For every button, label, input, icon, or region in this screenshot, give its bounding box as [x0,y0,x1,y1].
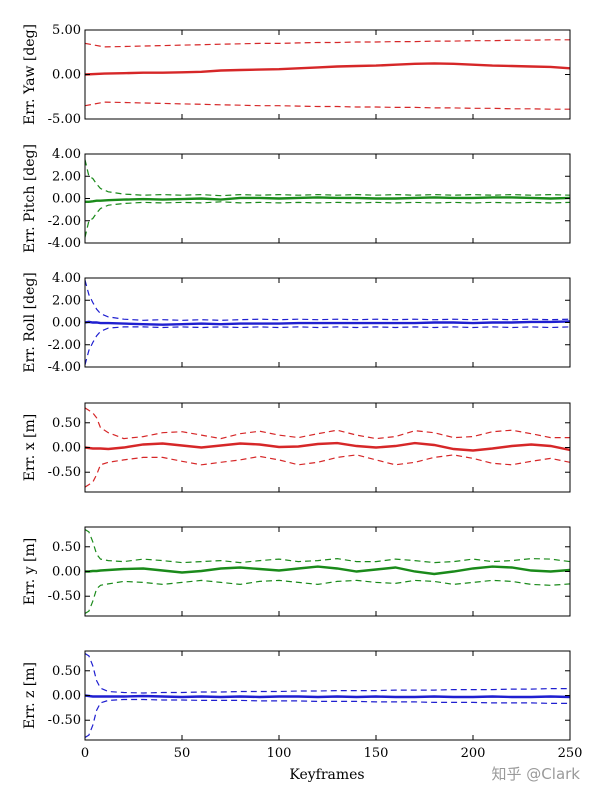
y-axis-label: Err. Yaw [deg] [22,24,38,125]
y-tick-label: -5.00 [48,112,81,127]
subplot-6: 0.50 0.00 -0.50 0 50 100 150 200 250 Err. z [m] [22,650,583,761]
x-tick-label: 250 [558,746,583,761]
y-tick-label: -2.00 [48,338,81,353]
bound-series-line-6-3 [85,698,570,739]
y-axis-label: Err. x [m] [22,414,38,482]
subplot-3: 4.00 2.00 0.00 -2.00 -4.00 Err. Roll [deg] [22,271,571,375]
x-tick-label: 200 [461,746,486,761]
y-axis-label: Err. Pitch [deg] [22,144,38,253]
y-tick-label: 0.50 [52,416,81,431]
error-series-line-4-1 [85,441,570,452]
y-axis-label: Err. Roll [deg] [22,272,38,372]
bound-series-line-1-2 [85,39,570,48]
subplot-panels: 5.00 0.00 -5.00 Err. Yaw [deg] 4.00 2.00 0.00 -… [22,23,582,761]
bound-series-line-4-2 [85,407,570,440]
subplot-1: 5.00 0.00 -5.00 Err. Yaw [deg] [22,23,571,127]
y-tick-label: -0.50 [48,589,81,604]
x-tick-label: 50 [174,746,191,761]
x-tick-label: 100 [267,746,292,761]
x-tick-label: 150 [364,746,389,761]
y-tick-label: 0.00 [52,565,81,580]
y-tick-label: 4.00 [52,271,81,286]
bound-series-line-5-2 [85,528,570,564]
y-tick-label: 0.00 [52,68,81,83]
bound-series-line-3-2 [85,280,570,321]
error-series-line-3-1 [85,320,570,326]
bound-series-line-2-2 [85,159,570,197]
subplot-2: 4.00 2.00 0.00 -2.00 -4.00 Err. Pitch [deg] [22,144,571,253]
y-tick-label: 0.00 [52,441,81,456]
bound-series-line-5-3 [85,579,570,615]
watermark-text: 知乎 @Clark [492,765,581,783]
x-tick-label: 0 [81,746,89,761]
y-tick-label: 2.00 [52,293,81,308]
error-series-line-1-1 [85,62,570,76]
bound-series-line-3-3 [85,326,570,365]
y-tick-label: 0.00 [52,192,81,207]
bound-series-line-6-2 [85,652,570,694]
y-tick-label: -4.00 [48,360,81,375]
y-tick-label: -0.50 [48,713,81,728]
y-tick-label: 0.50 [52,540,81,555]
y-tick-label: 0.00 [52,689,81,704]
y-tick-label: -4.00 [48,236,81,251]
error-series-line-2-1 [85,196,570,204]
y-tick-label: 0.50 [52,664,81,679]
y-tick-label: 4.00 [52,147,81,162]
y-tick-label: 5.00 [52,23,81,38]
error-series-line-5-1 [85,565,570,576]
y-tick-label: -2.00 [48,214,81,229]
bound-series-line-4-3 [85,454,570,488]
y-tick-label: 0.00 [52,316,81,331]
plot-frame-5 [84,526,571,617]
plot-frame-1 [84,29,571,120]
bound-series-line-2-3 [85,201,570,238]
bound-series-line-1-3 [85,101,570,110]
y-tick-label: -0.50 [48,465,81,480]
subplot-5: 0.50 0.00 -0.50 Err. y [m] [22,526,571,617]
y-tick-label: 2.00 [52,169,81,184]
y-axis-label: Err. y [m] [22,538,38,606]
y-axis-label: Err. z [m] [22,662,38,729]
x-axis-label: Keyframes [289,767,364,783]
subplot-4: 0.50 0.00 -0.50 Err. x [m] [22,402,571,493]
error-series-line-6-1 [85,694,570,699]
